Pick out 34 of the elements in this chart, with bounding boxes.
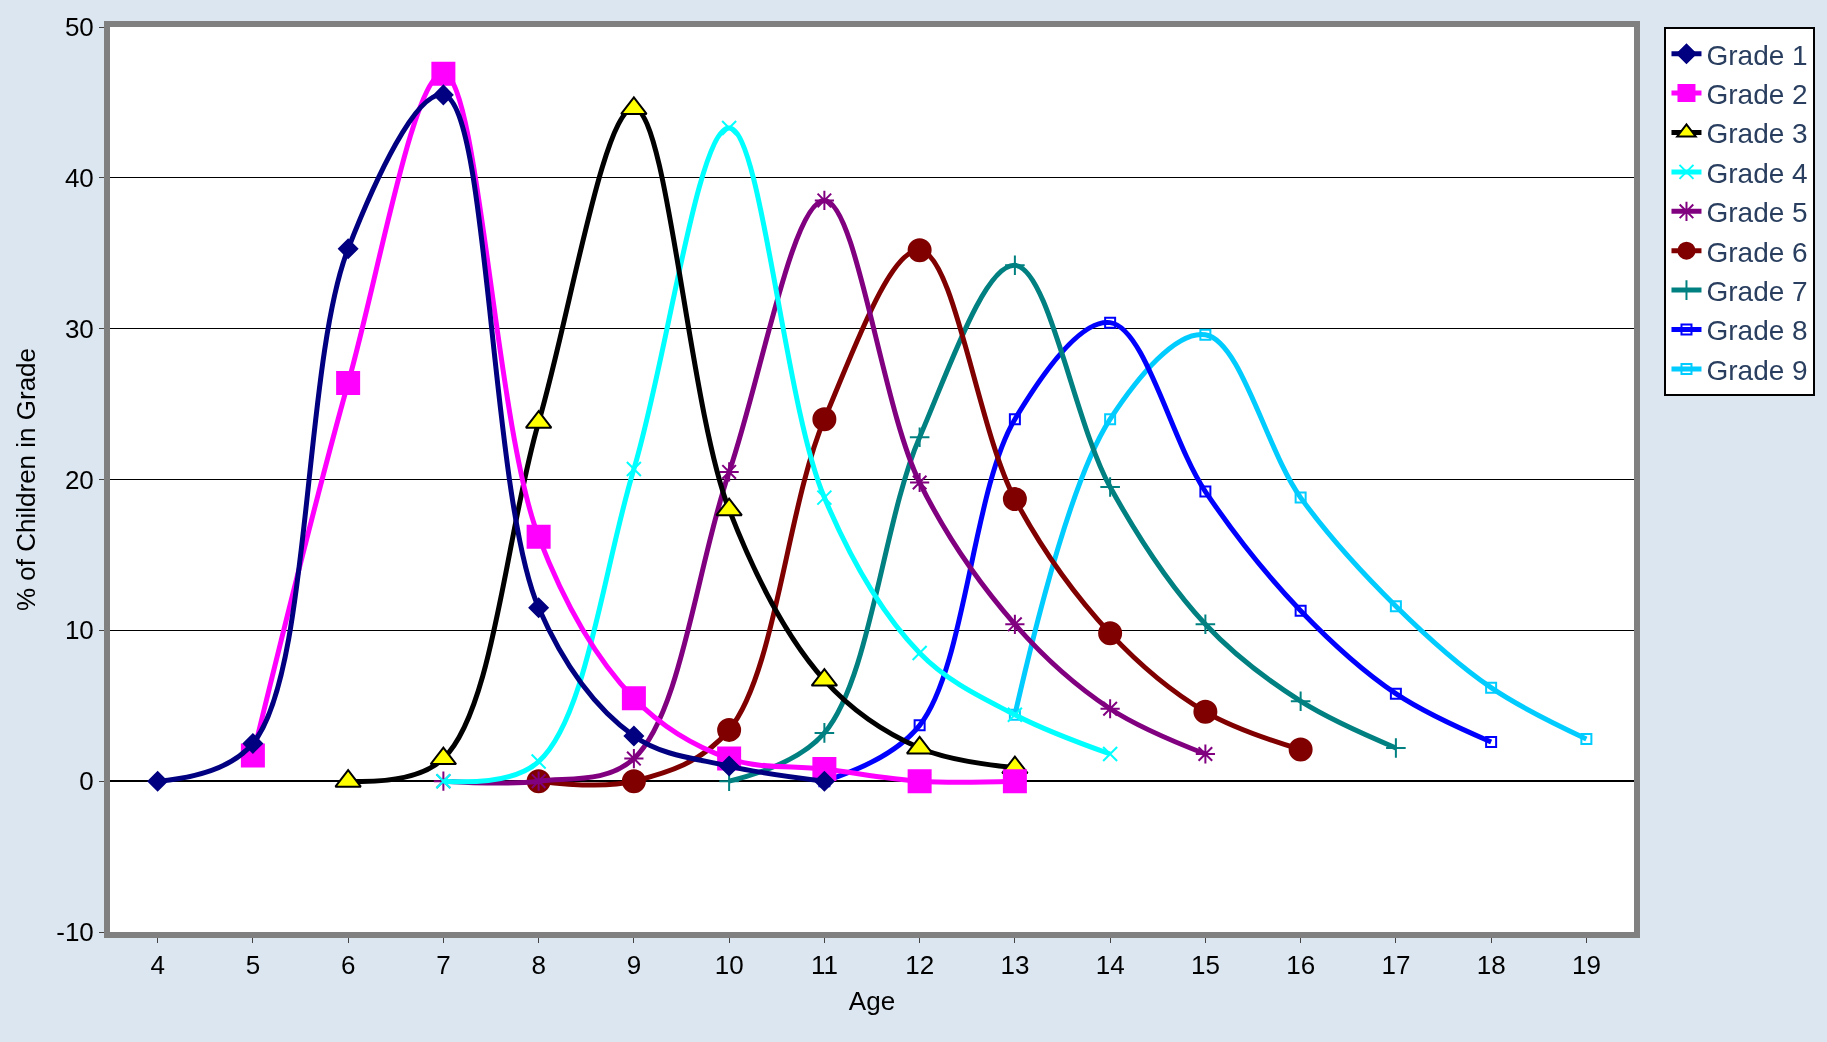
- x-tick-label: 18: [1476, 950, 1506, 981]
- legend-label: Grade 2: [1706, 79, 1808, 111]
- x-tick-label: 12: [905, 950, 935, 981]
- y-tick-label: 50: [64, 12, 94, 43]
- y-tick-label: 0: [79, 766, 94, 797]
- x-tick-label: 19: [1571, 950, 1601, 981]
- x-tick-label: 5: [245, 950, 261, 981]
- legend-label: Grade 8: [1706, 315, 1808, 347]
- y-tick-label: 30: [64, 313, 94, 344]
- x-tick-label: 13: [1000, 950, 1030, 981]
- x-tick-label: 6: [340, 950, 356, 981]
- x-tick-label: 7: [436, 950, 451, 981]
- legend-label: Grade 3: [1706, 118, 1808, 150]
- legend-label: Grade 6: [1706, 236, 1808, 268]
- legend-label: Grade 9: [1706, 354, 1808, 386]
- y-tick-label: -10: [56, 917, 94, 948]
- x-axis-title: Age: [848, 986, 896, 1017]
- y-axis-title: % of Children in Grade: [11, 347, 42, 612]
- legend-label: Grade 1: [1706, 39, 1808, 71]
- x-tick-label: 15: [1190, 950, 1220, 981]
- x-tick-label: 14: [1095, 950, 1125, 981]
- x-tick-label: 17: [1381, 950, 1411, 981]
- x-tick-label: 10: [714, 950, 744, 981]
- y-tick-label: 20: [64, 464, 94, 495]
- x-tick-label: 9: [626, 950, 642, 981]
- legend-label: Grade 4: [1706, 157, 1808, 189]
- x-tick-label: 4: [150, 950, 165, 981]
- legend-label: Grade 5: [1706, 197, 1808, 229]
- x-tick-label: 8: [531, 950, 546, 981]
- x-tick-label: 16: [1286, 950, 1316, 981]
- y-tick-label: 40: [64, 162, 94, 193]
- legend-label: Grade 7: [1706, 276, 1808, 308]
- x-tick-label: 11: [810, 950, 838, 981]
- y-tick-label: 10: [64, 615, 94, 646]
